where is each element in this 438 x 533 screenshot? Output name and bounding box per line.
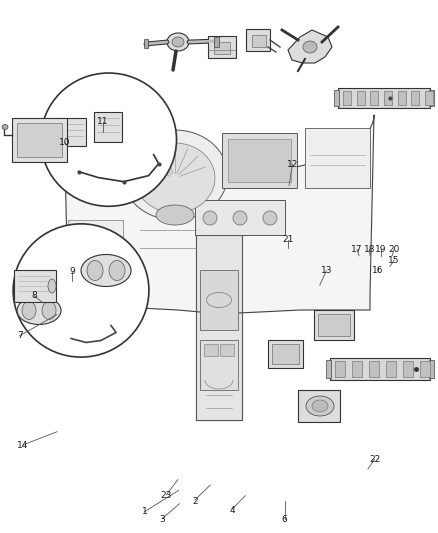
Text: 12: 12 [287, 160, 298, 168]
Bar [420, 361, 430, 377]
Bar [429, 360, 434, 378]
Bar [298, 390, 340, 422]
Bar [429, 90, 434, 106]
Text: 20: 20 [389, 245, 400, 254]
Ellipse shape [87, 261, 103, 280]
Bar [369, 361, 379, 377]
Text: 9: 9 [69, 268, 75, 276]
Ellipse shape [303, 41, 317, 53]
Bar [252, 35, 266, 47]
Bar [305, 128, 370, 188]
Ellipse shape [17, 296, 61, 325]
Bar [14, 270, 56, 302]
Ellipse shape [167, 33, 189, 51]
Bar [214, 37, 219, 47]
Bar [398, 91, 406, 105]
Text: 17: 17 [351, 245, 363, 254]
Bar [208, 36, 236, 58]
Bar [17, 123, 62, 157]
Bar [12, 118, 67, 162]
Circle shape [233, 211, 247, 225]
Polygon shape [196, 235, 242, 420]
Bar [403, 361, 413, 377]
Bar [246, 29, 270, 51]
Ellipse shape [135, 143, 215, 213]
Bar [214, 42, 230, 54]
Bar [352, 361, 362, 377]
Bar [53, 118, 85, 146]
Text: 11: 11 [97, 117, 109, 126]
Text: 8: 8 [31, 292, 37, 300]
Text: 4: 4 [230, 506, 235, 515]
Ellipse shape [109, 261, 125, 280]
Bar [335, 361, 345, 377]
Text: 22: 22 [369, 455, 380, 464]
Text: 23: 23 [161, 491, 172, 500]
Bar [326, 360, 331, 378]
Text: 14: 14 [17, 441, 28, 449]
Ellipse shape [81, 254, 131, 286]
Text: 6: 6 [282, 515, 288, 524]
Ellipse shape [172, 37, 184, 47]
Ellipse shape [123, 130, 227, 220]
Bar [200, 340, 238, 390]
Ellipse shape [306, 396, 334, 416]
Bar [357, 91, 365, 105]
Text: 13: 13 [321, 266, 332, 275]
Text: 16: 16 [372, 266, 383, 275]
Bar [334, 90, 339, 106]
Bar [94, 111, 122, 142]
Text: 3: 3 [159, 515, 165, 524]
Bar [425, 91, 433, 105]
Ellipse shape [41, 73, 177, 206]
Circle shape [203, 211, 217, 225]
Bar [411, 91, 419, 105]
Ellipse shape [13, 224, 149, 357]
Bar [200, 270, 238, 330]
Ellipse shape [22, 302, 36, 319]
Text: 10: 10 [59, 139, 71, 147]
Bar [371, 91, 378, 105]
Bar [343, 91, 351, 105]
Bar [195, 200, 285, 235]
Ellipse shape [312, 400, 328, 412]
Text: 2: 2 [192, 497, 198, 505]
Bar [318, 314, 350, 336]
Bar [314, 310, 354, 340]
Ellipse shape [42, 302, 56, 319]
Bar [204, 344, 218, 356]
Ellipse shape [48, 279, 56, 293]
Ellipse shape [2, 125, 8, 130]
Text: 7: 7 [17, 332, 23, 340]
Text: 18: 18 [364, 245, 375, 254]
Ellipse shape [156, 205, 194, 225]
Bar [386, 361, 396, 377]
Bar [338, 88, 430, 108]
Bar [144, 39, 148, 48]
Bar [68, 220, 123, 300]
Circle shape [263, 211, 277, 225]
Bar [268, 340, 303, 368]
Bar [272, 344, 299, 364]
Text: 1: 1 [141, 507, 148, 516]
Text: 15: 15 [389, 256, 400, 264]
Bar [222, 133, 297, 188]
Bar [228, 139, 291, 182]
Polygon shape [288, 30, 332, 63]
Text: 21: 21 [283, 236, 294, 244]
Bar [330, 358, 430, 380]
Polygon shape [64, 115, 374, 313]
Text: 19: 19 [375, 245, 387, 254]
Bar [220, 344, 234, 356]
Bar [384, 91, 392, 105]
